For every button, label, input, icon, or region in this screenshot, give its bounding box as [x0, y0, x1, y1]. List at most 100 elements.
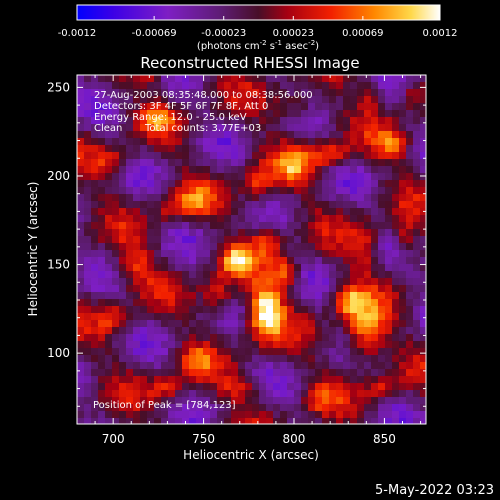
heatmap-cell: [203, 383, 210, 390]
heatmap-cell: [210, 264, 217, 271]
heatmap-cell: [126, 313, 133, 320]
heatmap-cell: [91, 327, 98, 334]
heatmap-cell: [238, 159, 245, 166]
heatmap-cell: [98, 89, 105, 96]
heatmap-cell: [217, 103, 224, 110]
heatmap-cell: [119, 299, 126, 306]
heatmap-cell: [308, 103, 315, 110]
heatmap-cell: [196, 334, 203, 341]
heatmap-cell: [245, 250, 252, 257]
heatmap-cell: [392, 243, 399, 250]
heatmap-cell: [217, 404, 224, 411]
heatmap-cell: [392, 159, 399, 166]
heatmap-cell: [378, 292, 385, 299]
heatmap-cell: [126, 264, 133, 271]
heatmap-cell: [77, 341, 84, 348]
heatmap-cell: [266, 117, 273, 124]
heatmap-cell: [196, 236, 203, 243]
heatmap-cell: [294, 215, 301, 222]
y-tick-label: 100: [47, 346, 70, 360]
heatmap-cell: [105, 320, 112, 327]
heatmap-cell: [105, 194, 112, 201]
heatmap-cell: [105, 201, 112, 208]
heatmap-cell: [357, 418, 364, 424]
heatmap-cell: [133, 341, 140, 348]
heatmap-cell: [273, 250, 280, 257]
heatmap-cell: [91, 376, 98, 383]
heatmap-cell: [126, 292, 133, 299]
heatmap-cell: [413, 355, 420, 362]
heatmap-cell: [259, 215, 266, 222]
heatmap-cell: [175, 404, 182, 411]
heatmap-cell: [217, 145, 224, 152]
heatmap-cell: [133, 110, 140, 117]
heatmap-cell: [259, 418, 266, 424]
heatmap-cell: [315, 306, 322, 313]
heatmap-cell: [168, 124, 175, 131]
heatmap-cell: [371, 348, 378, 355]
heatmap-cell: [266, 103, 273, 110]
heatmap-cell: [336, 138, 343, 145]
heatmap-cell: [147, 124, 154, 131]
heatmap-cell: [175, 145, 182, 152]
heatmap-cell: [294, 257, 301, 264]
heatmap-cell: [336, 187, 343, 194]
heatmap-cell: [371, 194, 378, 201]
heatmap-cell: [350, 131, 357, 138]
heatmap-cell: [315, 376, 322, 383]
heatmap-cell: [210, 110, 217, 117]
heatmap-cell: [406, 152, 413, 159]
heatmap-cell: [329, 362, 336, 369]
heatmap-cell: [168, 236, 175, 243]
heatmap-cell: [245, 243, 252, 250]
heatmap-cell: [105, 131, 112, 138]
heatmap-cell: [287, 306, 294, 313]
heatmap-cell: [385, 285, 392, 292]
heatmap-cell: [343, 355, 350, 362]
heatmap-cell: [189, 187, 196, 194]
heatmap-cell: [126, 285, 133, 292]
heatmap-cell: [399, 215, 406, 222]
heatmap-cell: [294, 138, 301, 145]
heatmap-cell: [154, 369, 161, 376]
heatmap-cell: [98, 278, 105, 285]
heatmap-cell: [196, 103, 203, 110]
heatmap-cell: [217, 124, 224, 131]
heatmap-cell: [238, 327, 245, 334]
heatmap-cell: [315, 117, 322, 124]
heatmap-cell: [252, 362, 259, 369]
heatmap-cell: [98, 222, 105, 229]
heatmap-cell: [413, 243, 420, 250]
heatmap-cell: [98, 124, 105, 131]
heatmap-cell: [308, 348, 315, 355]
heatmap-cell: [112, 110, 119, 117]
heatmap-cell: [266, 96, 273, 103]
heatmap-cell: [175, 187, 182, 194]
heatmap-cell: [224, 362, 231, 369]
heatmap-cell: [280, 411, 287, 418]
heatmap-cell: [231, 376, 238, 383]
heatmap-cell: [294, 383, 301, 390]
heatmap-cell: [105, 187, 112, 194]
heatmap-cell: [189, 103, 196, 110]
heatmap-cell: [322, 215, 329, 222]
heatmap-cell: [196, 138, 203, 145]
heatmap-cell: [329, 89, 336, 96]
heatmap-cell: [322, 383, 329, 390]
heatmap-cell: [245, 362, 252, 369]
heatmap-cell: [175, 285, 182, 292]
heatmap-cell: [119, 180, 126, 187]
heatmap-cell: [322, 201, 329, 208]
heatmap-cell: [231, 159, 238, 166]
heatmap-cell: [98, 201, 105, 208]
heatmap-cell: [294, 89, 301, 96]
heatmap-cell: [154, 194, 161, 201]
heatmap-cell: [196, 117, 203, 124]
heatmap-cell: [294, 271, 301, 278]
heatmap-cell: [224, 89, 231, 96]
heatmap-cell: [273, 194, 280, 201]
heatmap-cell: [385, 264, 392, 271]
heatmap-cell: [91, 187, 98, 194]
heatmap-cell: [308, 229, 315, 236]
heatmap-cell: [357, 159, 364, 166]
